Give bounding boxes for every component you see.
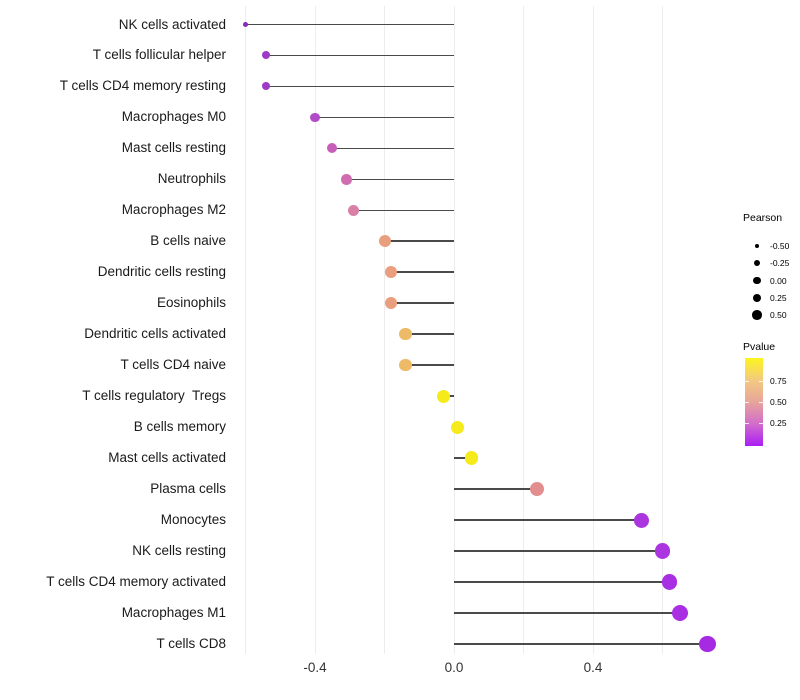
lollipop-stem xyxy=(454,488,538,490)
pvalue-legend-label: 0.50 xyxy=(770,397,787,407)
lollipop-stem xyxy=(454,457,472,459)
pearson-legend-label: 0.50 xyxy=(770,310,787,321)
lollipop-dot xyxy=(450,420,464,434)
gridline xyxy=(453,6,455,654)
lollipop-stem xyxy=(405,333,454,335)
lollipop-dot xyxy=(634,512,650,528)
pvalue-colorbar-tick xyxy=(745,380,749,382)
lollipop-stem xyxy=(391,271,454,274)
y-axis-label: NK cells activated xyxy=(118,16,226,32)
lollipop-stem xyxy=(454,643,708,645)
pearson-legend-label: -0.25 xyxy=(770,258,790,269)
lollipop-dot xyxy=(243,22,248,27)
lollipop-stem xyxy=(245,23,454,26)
y-axis-label: T cells CD4 naive xyxy=(120,357,226,373)
pvalue-legend-label: 0.75 xyxy=(770,375,787,386)
pvalue-colorbar-tick xyxy=(759,380,763,382)
lollipop-dot xyxy=(341,174,352,185)
lollipop-dot xyxy=(262,82,271,91)
x-axis-tick-label: -0.4 xyxy=(303,660,327,675)
lollipop-dot xyxy=(385,266,398,279)
gridline xyxy=(523,6,524,654)
lollipop-dot xyxy=(347,204,359,216)
lollipop-dot xyxy=(262,51,271,60)
pearson-legend-label: 0.00 xyxy=(770,275,787,286)
pearson-legend-label: 0.25 xyxy=(770,292,787,303)
lollipop-dot xyxy=(385,297,398,310)
y-axis-label: Monocytes xyxy=(160,512,226,528)
lollipop-dot xyxy=(464,451,479,465)
y-axis-label: Macrophages M2 xyxy=(121,202,226,218)
lollipop-stem xyxy=(266,54,454,57)
lollipop-dot xyxy=(671,604,688,621)
y-axis-label: Macrophages M0 xyxy=(121,109,226,125)
pvalue-colorbar-tick xyxy=(759,402,763,403)
y-axis-label: T cells regulatory Tregs xyxy=(82,388,226,404)
lollipop-stem xyxy=(315,116,454,119)
pvalue-colorbar-tick xyxy=(759,423,763,425)
lollipop-stem xyxy=(454,550,663,552)
gridline xyxy=(662,6,663,654)
y-axis-label: Dendritic cells resting xyxy=(97,264,226,280)
y-axis-label: Eosinophils xyxy=(156,295,226,311)
y-axis-label: T cells CD4 memory activated xyxy=(46,573,226,589)
pvalue-colorbar xyxy=(745,358,763,446)
y-axis-label: Plasma cells xyxy=(150,481,226,497)
lollipop-dot xyxy=(699,635,716,653)
y-axis-label: B cells memory xyxy=(133,419,226,435)
y-axis-label: NK cells resting xyxy=(132,542,226,558)
lollipop-dot xyxy=(327,143,338,154)
gridline xyxy=(384,6,385,654)
y-axis-label: Macrophages M1 xyxy=(121,604,226,620)
x-axis-tick-label: 0.0 xyxy=(444,660,464,675)
lollipop-dot xyxy=(530,482,545,497)
pearson-legend-label: -0.50 xyxy=(770,241,790,251)
y-axis-label: Neutrophils xyxy=(157,171,226,187)
y-axis-label: B cells naive xyxy=(150,233,226,249)
pearson-legend-dot xyxy=(752,310,762,320)
lollipop-stem xyxy=(332,147,454,150)
y-axis-label: T cells follicular helper xyxy=(92,47,226,63)
lollipop-dot xyxy=(437,389,451,403)
lollipop-stem xyxy=(454,581,670,583)
lollipop-stem xyxy=(266,85,454,88)
lollipop-dot xyxy=(310,112,320,123)
y-axis-label: Mast cells resting xyxy=(121,140,226,156)
lollipop-dot xyxy=(399,358,412,372)
lollipop-stem xyxy=(391,302,454,305)
lollipop-dot xyxy=(661,574,678,590)
pvalue-legend-label: 0.25 xyxy=(770,418,787,429)
lollipop-stem xyxy=(384,240,454,243)
gridline xyxy=(314,6,316,654)
y-axis-label: T cells CD8 xyxy=(156,635,226,651)
pvalue-colorbar-tick xyxy=(745,423,749,425)
x-axis-tick-label: 0.4 xyxy=(583,660,603,675)
legend-pearson-title: Pearson xyxy=(743,212,783,224)
lollipop-stem xyxy=(454,612,680,614)
y-axis-label: Mast cells activated xyxy=(108,450,226,466)
pearson-legend-dot xyxy=(754,260,760,267)
lollipop-stem xyxy=(454,519,642,521)
pearson-legend-dot xyxy=(752,293,762,303)
y-axis-label: Dendritic cells activated xyxy=(84,326,226,342)
pearson-legend-dot xyxy=(753,276,761,285)
lollipop-stem xyxy=(353,209,454,212)
lollipop-dot xyxy=(399,327,412,341)
lollipop-dot xyxy=(378,235,391,248)
y-axis-label: T cells CD4 memory resting xyxy=(59,78,226,94)
lollipop-dot xyxy=(654,543,671,559)
lollipop-stem xyxy=(405,364,454,366)
pearson-legend-dot xyxy=(754,243,760,249)
gridline xyxy=(592,6,594,654)
legend-pvalue-title: Pvalue xyxy=(743,341,776,353)
pvalue-colorbar-tick xyxy=(745,402,749,403)
gridline xyxy=(245,6,246,654)
lollipop-stem xyxy=(346,178,454,181)
